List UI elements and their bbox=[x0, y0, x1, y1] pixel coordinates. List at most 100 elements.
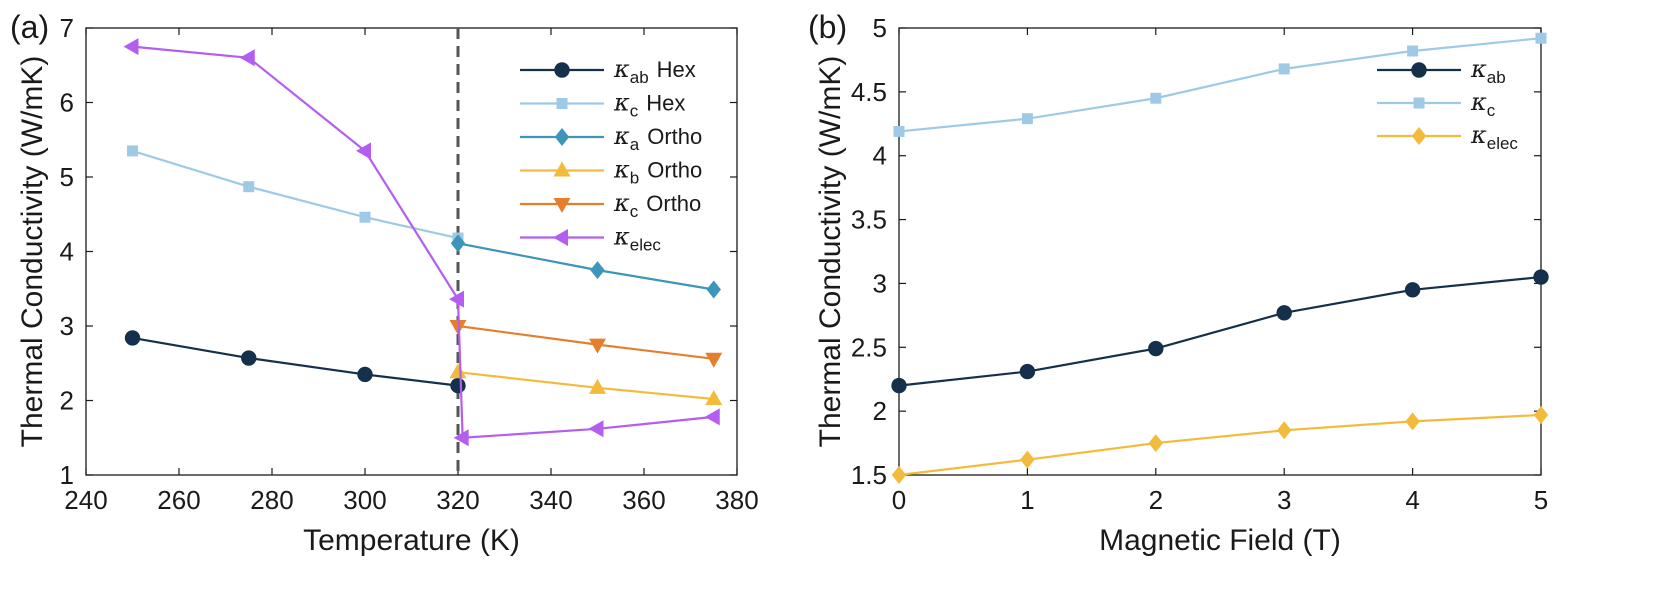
series-ab bbox=[891, 269, 1549, 394]
data-point bbox=[1148, 340, 1164, 357]
series-line bbox=[457, 242, 714, 291]
legend-item-b-ortho: κb Ortho bbox=[520, 156, 702, 188]
series-c bbox=[893, 32, 1547, 137]
legend-item-elec: κelec bbox=[520, 223, 661, 255]
data-point bbox=[704, 408, 720, 426]
data-point bbox=[1150, 92, 1162, 104]
y-tick-label: 3.5 bbox=[851, 205, 887, 235]
data-point bbox=[356, 142, 371, 160]
legend-item-elec: κelec bbox=[1377, 121, 1518, 153]
x-tick-label: 320 bbox=[436, 485, 479, 515]
legend-label: κa Ortho bbox=[613, 122, 702, 154]
x-tick-label: 340 bbox=[529, 485, 572, 515]
legend-item-c-hex: κc Hex bbox=[520, 89, 685, 121]
legend-marker bbox=[554, 128, 570, 146]
series-line bbox=[457, 324, 714, 360]
data-point bbox=[449, 363, 467, 379]
x-tick-label: 3 bbox=[1277, 485, 1291, 515]
y-tick-label: 4 bbox=[60, 237, 74, 267]
x-tick-label: 360 bbox=[622, 485, 665, 515]
x-tick-label: 1 bbox=[1020, 485, 1034, 515]
series-line bbox=[898, 413, 1542, 477]
x-tick-label: 2 bbox=[1149, 485, 1163, 515]
data-point bbox=[705, 352, 723, 368]
data-point bbox=[1405, 412, 1420, 431]
data-point bbox=[1148, 434, 1163, 453]
data-point bbox=[1277, 421, 1292, 440]
legend-marker bbox=[1411, 127, 1427, 145]
series-line bbox=[132, 149, 459, 240]
plot-frame bbox=[898, 27, 1542, 476]
data-point bbox=[706, 280, 721, 299]
data-point bbox=[1407, 45, 1419, 57]
data-point bbox=[127, 145, 138, 157]
legend-item-ab: κab bbox=[1377, 55, 1506, 87]
data-point bbox=[1404, 282, 1421, 298]
series-ab-hex bbox=[124, 330, 466, 394]
series-line bbox=[898, 275, 1542, 387]
panel-label: (b) bbox=[808, 9, 847, 45]
y-axis-title: Thermal Conductivity (W/mK) bbox=[16, 56, 49, 448]
y-tick-label: 2.5 bbox=[851, 332, 887, 362]
data-point bbox=[450, 377, 466, 394]
x-tick-label: 380 bbox=[715, 485, 758, 515]
legend-label: κb Ortho bbox=[613, 156, 702, 188]
data-point bbox=[1535, 32, 1547, 44]
legend-marker bbox=[554, 62, 570, 78]
chart-panel-b: 0 1 2 3 4 5 1.5 2 2.5 3 3.5 4 4.5 5 Magnetic Field (T)… bbox=[808, 9, 1549, 557]
data-point bbox=[1020, 450, 1035, 469]
y-tick-label: 2 bbox=[873, 396, 887, 426]
x-tick-label: 0 bbox=[892, 485, 906, 515]
y-tick-label: 4 bbox=[873, 141, 887, 171]
legend-item-c: κc bbox=[1377, 88, 1496, 120]
legend-label: κc bbox=[1470, 88, 1496, 120]
legend-label: κab Hex bbox=[613, 55, 696, 87]
legend-item-c-ortho: κc Ortho bbox=[520, 189, 701, 221]
legend-marker bbox=[553, 229, 568, 246]
legend-item-ab-hex: κab Hex bbox=[520, 55, 696, 87]
data-point bbox=[359, 211, 371, 223]
data-point bbox=[1278, 63, 1290, 75]
x-tick-label: 260 bbox=[157, 485, 200, 515]
data-point bbox=[1533, 405, 1549, 424]
data-point bbox=[1276, 305, 1292, 321]
legend-label: κc Ortho bbox=[613, 189, 701, 221]
data-point bbox=[590, 261, 605, 280]
panel-label: (a) bbox=[10, 9, 49, 45]
data-point bbox=[1019, 363, 1036, 380]
x-tick-label: 300 bbox=[343, 485, 386, 515]
series-line bbox=[132, 336, 459, 387]
data-point bbox=[243, 181, 255, 193]
x-tick-label: 4 bbox=[1405, 485, 1419, 515]
x-tick-label: 280 bbox=[250, 485, 293, 515]
data-point bbox=[589, 378, 606, 394]
data-point bbox=[241, 350, 257, 366]
y-tick-label: 5 bbox=[60, 162, 74, 192]
data-point bbox=[891, 377, 907, 394]
series-a-ortho bbox=[450, 234, 721, 299]
y-tick-label: 5 bbox=[873, 13, 887, 43]
data-point bbox=[893, 125, 905, 137]
y-axis-title: Thermal Conductivity (W/mK) bbox=[814, 56, 847, 448]
legend-marker bbox=[1413, 97, 1425, 109]
legend-marker bbox=[553, 198, 571, 213]
legend-label: κelec bbox=[1470, 121, 1518, 153]
data-point bbox=[124, 330, 141, 346]
series-b-ortho bbox=[449, 363, 723, 406]
series-c-ortho bbox=[449, 320, 723, 368]
data-point bbox=[357, 366, 373, 383]
data-point bbox=[588, 420, 604, 438]
chart-panel-a: 240 260 280 300 320 340 360 380 1 2 3 4 5 6 7 Temperatu… bbox=[10, 9, 759, 557]
legend-marker bbox=[553, 161, 571, 177]
y-tick-label: 3 bbox=[873, 268, 887, 298]
data-point bbox=[449, 290, 464, 308]
x-axis-title: Temperature (K) bbox=[303, 524, 520, 557]
legend-marker bbox=[1411, 62, 1427, 78]
data-point bbox=[450, 234, 466, 253]
y-tick-label: 4.5 bbox=[851, 77, 887, 107]
legend-item-a-ortho: κa Ortho bbox=[520, 122, 702, 154]
data-point bbox=[589, 338, 606, 354]
x-axis-title: Magnetic Field (T) bbox=[1099, 524, 1341, 557]
